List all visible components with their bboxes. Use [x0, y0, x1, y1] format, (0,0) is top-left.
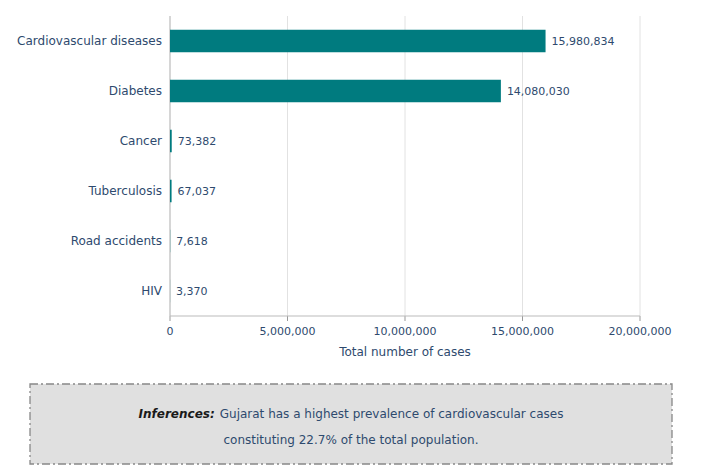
- grid-line: [405, 16, 406, 316]
- bar: [170, 30, 546, 53]
- tick-label: 5,000,000: [260, 325, 316, 338]
- grid-line: [170, 16, 171, 316]
- inference-bold: Inferences:: [139, 407, 215, 421]
- tick-mark: [287, 316, 288, 321]
- grid-line: [640, 16, 641, 316]
- y-axis-line: [170, 16, 171, 316]
- tick-label: 10,000,000: [374, 325, 437, 338]
- category-label: Tuberculosis: [88, 184, 163, 198]
- x-ticks: 0 5,000,000 10,000,000 15,000,000 20,000,000: [167, 316, 672, 338]
- tick-mark: [640, 316, 641, 321]
- bars: [170, 30, 546, 303]
- chart-container: 0 5,000,000 10,000,000 15,000,000 20,000,000…: [0, 0, 702, 475]
- x-axis-label: Total number of cases: [338, 345, 471, 359]
- grid-line: [522, 16, 523, 316]
- category-label: HIV: [141, 284, 163, 298]
- bar: [170, 230, 171, 253]
- tick-mark: [170, 316, 171, 321]
- tick-mark: [522, 316, 523, 321]
- data-label: 15,980,834: [552, 35, 615, 48]
- chart-svg: 0 5,000,000 10,000,000 15,000,000 20,000,000…: [0, 0, 702, 475]
- tick-label: 20,000,000: [609, 325, 672, 338]
- data-label: 67,037: [178, 185, 217, 198]
- grid: [170, 16, 640, 316]
- tick-mark: [405, 316, 406, 321]
- labels: 3,370 7,618 67,037 73,382 14,080,030 15,980,8…: [176, 35, 614, 298]
- data-label: 7,618: [176, 235, 208, 248]
- inference-text: Gujarat has a highest prevalence of card…: [220, 407, 564, 421]
- x-axis-line: [170, 316, 640, 317]
- data-label: 14,080,030: [507, 85, 570, 98]
- category-label: Cancer: [120, 134, 162, 148]
- inference-text: constituting 22.7% of the total populati…: [224, 433, 479, 447]
- category-label: Diabetes: [109, 84, 162, 98]
- tick-label: 0: [167, 325, 174, 338]
- bar: [170, 180, 172, 203]
- inference-line: Inferences: Gujarat has a highest prevale…: [139, 407, 564, 421]
- category-label: Cardiovascular diseases: [17, 34, 162, 48]
- bar: [170, 80, 501, 103]
- tick-label: 15,000,000: [491, 325, 554, 338]
- grid-line: [287, 16, 288, 316]
- inference-box: [30, 384, 672, 464]
- bar: [170, 280, 171, 303]
- data-label: 73,382: [178, 135, 217, 148]
- bar: [170, 130, 172, 153]
- category-label: Road accidents: [71, 234, 162, 248]
- data-label: 3,370: [176, 285, 208, 298]
